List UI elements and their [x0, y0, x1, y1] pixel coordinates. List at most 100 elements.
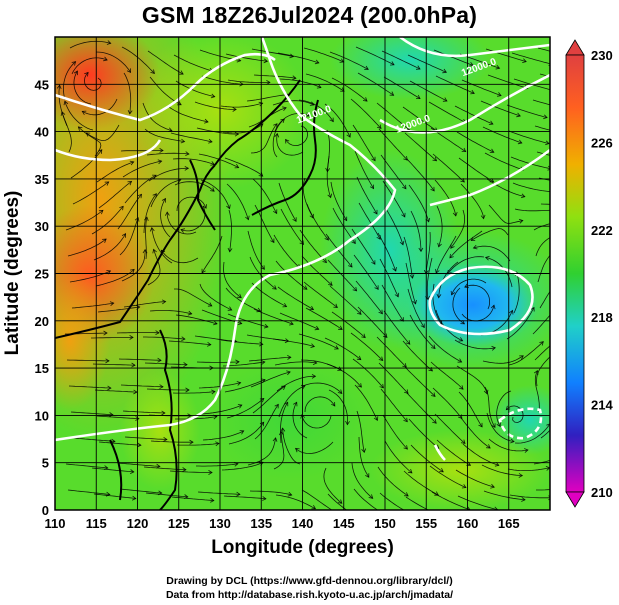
streamline-arrow [311, 373, 317, 379]
streamline [301, 414, 332, 429]
streamline-arrow [274, 403, 279, 409]
streamline [122, 160, 162, 178]
streamline-arrow [185, 151, 190, 157]
streamline [199, 283, 232, 311]
streamline [535, 237, 550, 257]
streamline [150, 440, 194, 443]
streamline [145, 492, 188, 498]
streamline-arrow [403, 445, 408, 450]
streamline [355, 46, 395, 66]
streamline [354, 384, 378, 421]
streamline-arrow [425, 217, 431, 223]
streamline-arrow [494, 462, 500, 467]
streamline-arrow [227, 247, 233, 253]
streamline-arrow [126, 68, 132, 74]
streamline [220, 339, 263, 345]
streamline-arrow [258, 172, 264, 177]
streamline-arrow [152, 193, 157, 198]
streamline [97, 306, 140, 313]
streamline [432, 387, 463, 419]
streamline [330, 181, 348, 221]
streamline-arrow [439, 468, 444, 473]
colorbar: 230 226 222 218 214 210 [565, 39, 613, 508]
x-tick-label: 135 [250, 516, 272, 531]
streamline-arrow [226, 204, 231, 210]
streamline-arrow [207, 302, 213, 307]
streamline [353, 488, 379, 510]
streamline [376, 102, 410, 131]
streamline-arrow [163, 436, 168, 442]
streamline [383, 310, 411, 345]
streamline-arrow [280, 118, 285, 124]
streamline [534, 345, 550, 361]
streamline-arrow [130, 469, 135, 474]
streamline-arrow [103, 330, 108, 336]
streamline [438, 261, 459, 298]
streamline [305, 73, 345, 92]
streamline [384, 440, 413, 474]
streamline [278, 385, 306, 418]
streamline-arrow [430, 186, 435, 192]
streamline [224, 379, 266, 393]
x-tick-label: 160 [457, 516, 479, 531]
streamline [251, 48, 294, 57]
streamline [222, 361, 265, 367]
streamline-arrow [56, 84, 62, 90]
streamline-arrow [293, 401, 298, 407]
streamline-arrow [486, 444, 491, 449]
streamline [473, 245, 511, 262]
streamline-arrow [378, 356, 384, 362]
streamline-arrow [497, 92, 502, 97]
streamline-arrow [491, 345, 496, 351]
streamline [357, 72, 394, 96]
streamline [432, 283, 442, 325]
streamline-arrow [469, 62, 474, 67]
streamline [73, 70, 92, 105]
streamline [538, 177, 550, 181]
streamline-arrow [488, 120, 494, 125]
streamline [452, 287, 465, 325]
streamline-arrow [328, 281, 333, 286]
streamline [68, 385, 111, 389]
streamline-arrow [137, 442, 142, 448]
streamline [487, 74, 528, 89]
y-tick-label: 10 [35, 408, 49, 423]
streamline [377, 232, 397, 272]
streamline-arrow [131, 362, 136, 368]
streamline [282, 428, 301, 465]
streamline [536, 489, 550, 491]
streamline-arrow [234, 163, 240, 169]
streamline-arrow [85, 132, 91, 137]
streamline-arrow [458, 337, 464, 342]
streamline-arrow [273, 123, 278, 128]
streamline [62, 61, 76, 101]
streamline-arrow [97, 149, 103, 154]
streamline-arrow [352, 286, 358, 292]
streamline [173, 54, 213, 72]
x-axis-ticks: 110 115 120 125 130 135 140 145 150 155 160 165 [45, 516, 520, 531]
streamline-arrow [129, 160, 135, 166]
streamline-arrow [472, 244, 478, 250]
streamline [228, 422, 265, 445]
streamline-arrow [294, 447, 300, 453]
streamline [383, 76, 421, 99]
streamline [326, 363, 362, 388]
streamline-arrow [258, 101, 264, 107]
streamline [200, 404, 242, 415]
contour-line [399, 37, 550, 58]
streamline [65, 463, 108, 469]
streamline-arrow [104, 181, 110, 186]
streamline-arrow [314, 59, 320, 65]
streamline [251, 282, 287, 307]
streamline-arrow [210, 497, 215, 503]
plot-frame [54, 36, 551, 511]
streamline [98, 441, 141, 446]
streamline [201, 75, 244, 85]
streamline [378, 128, 408, 161]
streamline-arrow [390, 61, 395, 66]
x-tick-label: 140 [292, 516, 314, 531]
streamline-arrow [183, 362, 188, 367]
streamline-arrow [266, 80, 271, 85]
streamline [379, 258, 399, 297]
streamline [512, 182, 550, 193]
